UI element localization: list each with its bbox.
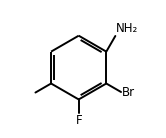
Text: F: F bbox=[75, 114, 82, 127]
Text: NH₂: NH₂ bbox=[116, 22, 138, 35]
Text: Br: Br bbox=[122, 86, 135, 99]
